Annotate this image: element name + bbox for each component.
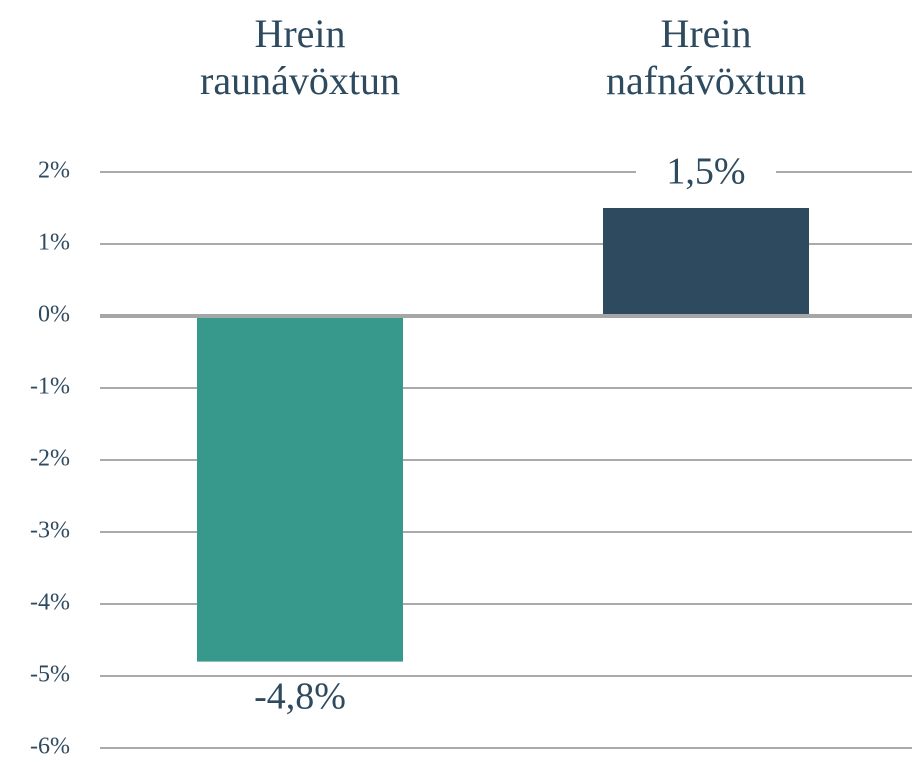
value-label: 1,5% — [666, 151, 745, 193]
y-tick-label: -5% — [30, 662, 70, 688]
y-tick-label: -1% — [30, 374, 70, 400]
y-tick-label: -3% — [30, 518, 70, 544]
y-tick-label: -4% — [30, 590, 70, 616]
y-tick-label: -2% — [30, 446, 70, 472]
value-label: -4,8% — [254, 675, 346, 717]
bar — [603, 208, 809, 314]
category-label: Hrein nafnávöxtun — [606, 11, 806, 103]
y-tick-label: -6% — [30, 734, 70, 760]
label-background — [230, 677, 370, 722]
y-tick-label: 0% — [38, 302, 70, 328]
bar — [197, 318, 403, 662]
label-background — [636, 153, 776, 197]
y-tick-label: 1% — [38, 230, 70, 256]
category-label: Hrein raunávöxtun — [200, 11, 400, 103]
y-tick-label: 2% — [38, 158, 70, 184]
